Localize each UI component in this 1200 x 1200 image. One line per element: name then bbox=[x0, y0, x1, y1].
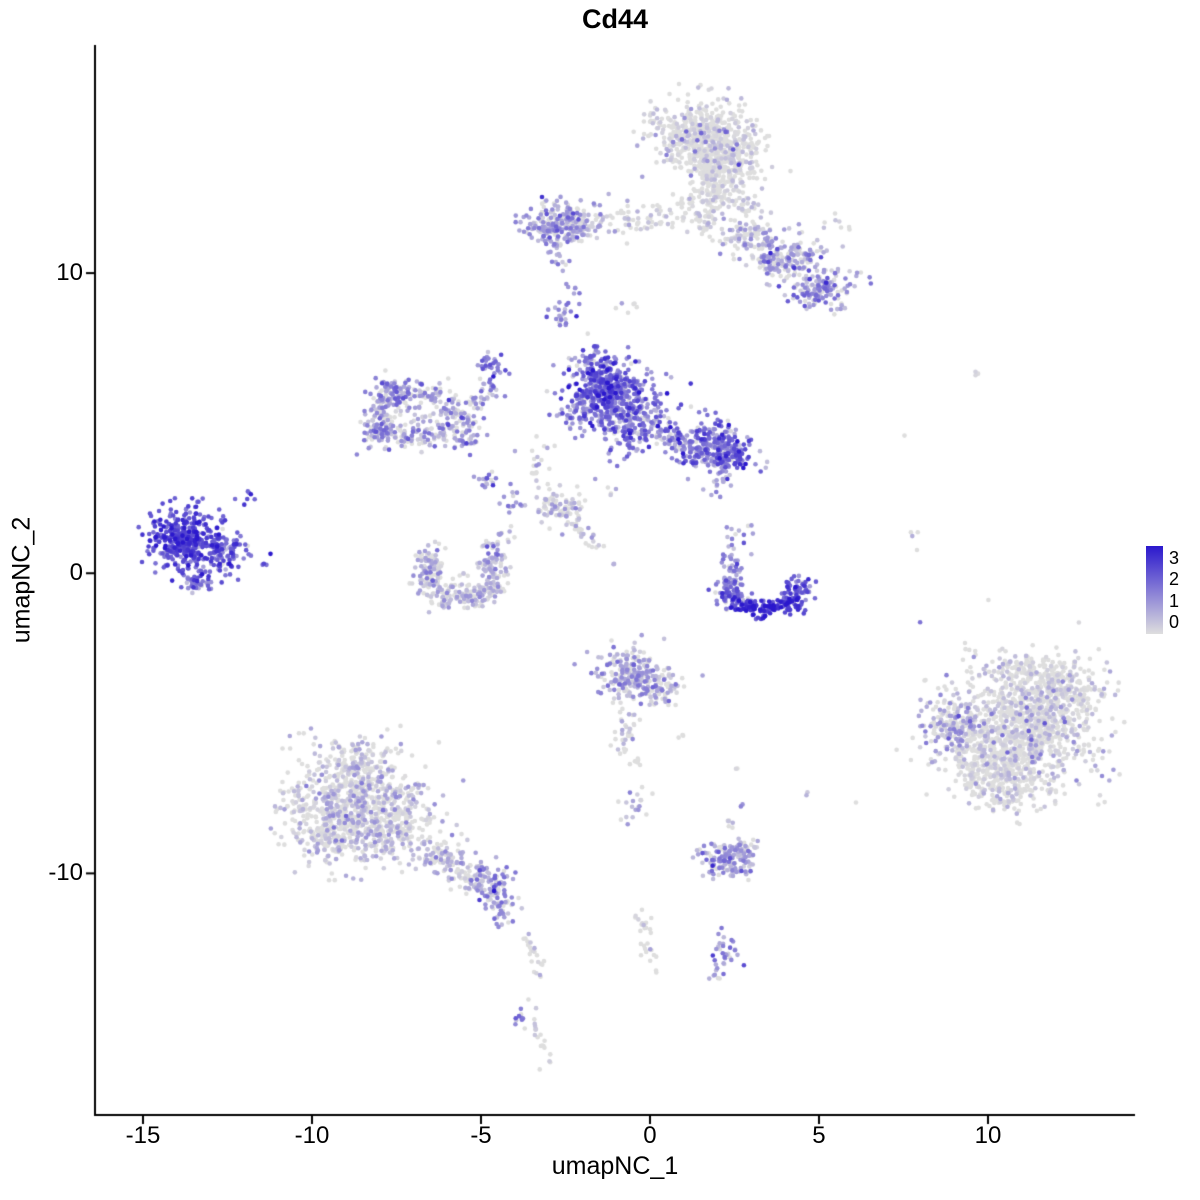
colorbar-tick-label: 2 bbox=[1169, 569, 1180, 590]
x-tick-label: 0 bbox=[643, 1122, 657, 1149]
colorbar-gradient bbox=[1146, 546, 1163, 634]
x-tick-label: 5 bbox=[812, 1122, 826, 1149]
x-axis-label: umapNC_1 bbox=[551, 1152, 679, 1180]
y-tick-label: 10 bbox=[56, 259, 83, 287]
x-tick-label: -10 bbox=[294, 1122, 330, 1149]
x-tick-label: -5 bbox=[470, 1122, 492, 1149]
x-tick-label: -15 bbox=[125, 1122, 161, 1149]
plot-title: Cd44 bbox=[581, 4, 649, 34]
x-tick-label: 10 bbox=[974, 1122, 1002, 1149]
colorbar-tick-label: 0 bbox=[1169, 612, 1180, 632]
y-tick-label: -10 bbox=[48, 859, 83, 887]
y-tick-label: 0 bbox=[69, 559, 83, 587]
colorbar-tick-label: 3 bbox=[1169, 548, 1180, 568]
y-axis-label: umapNC_2 bbox=[7, 516, 36, 644]
colorbar-tick-label: 1 bbox=[1169, 590, 1180, 611]
